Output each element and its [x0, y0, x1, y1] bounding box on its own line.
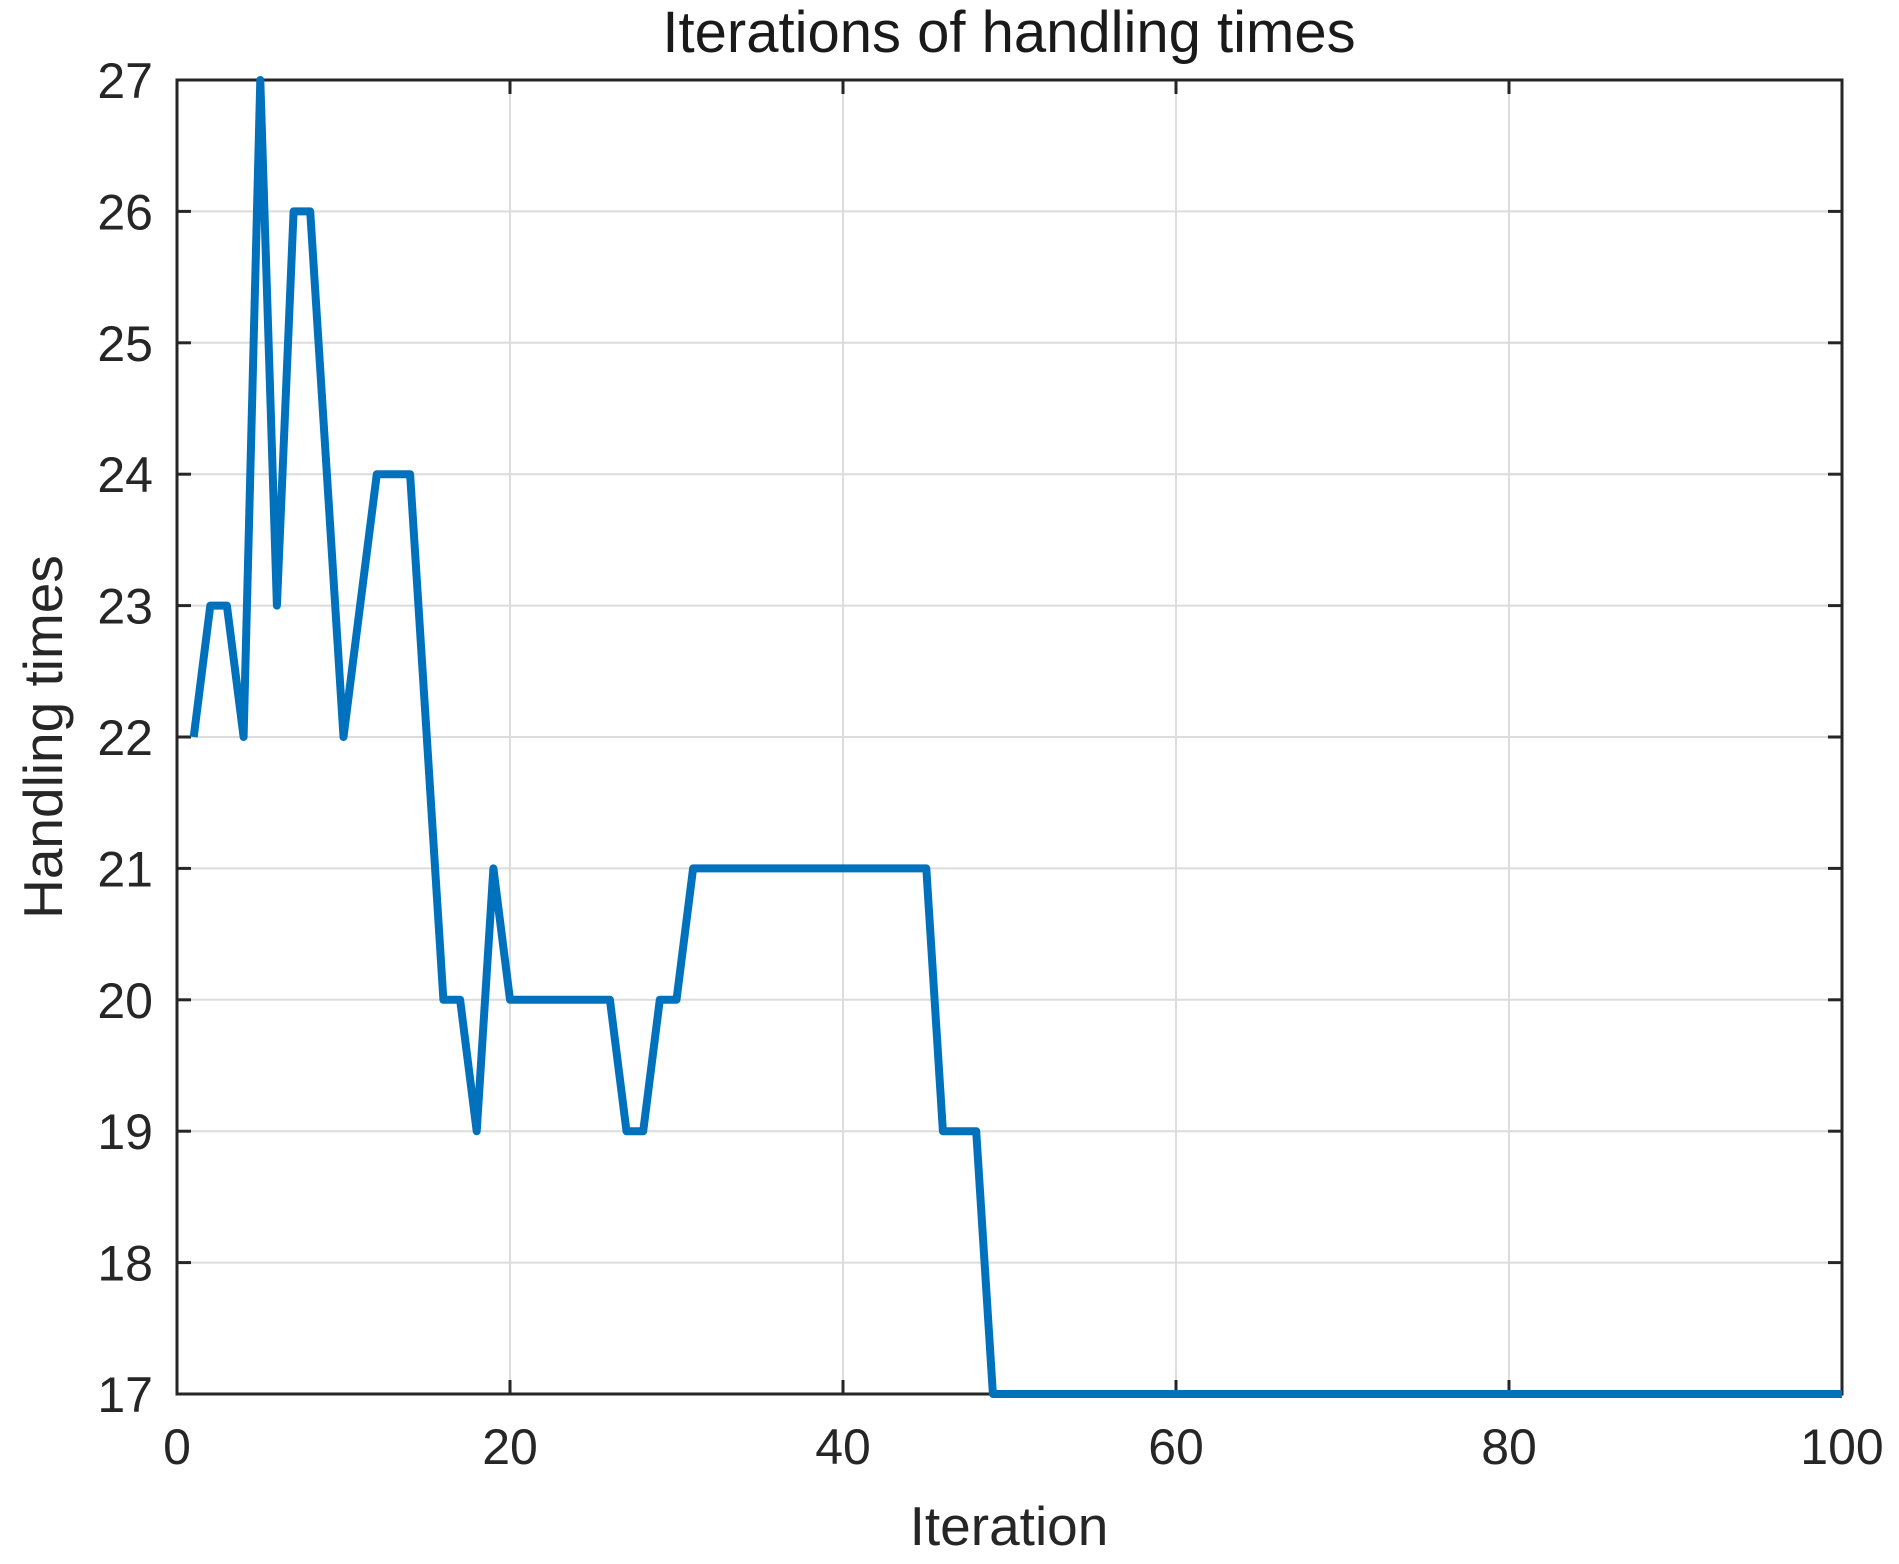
- x-tick-label-0: 0: [163, 1419, 191, 1475]
- x-tick-label-100: 100: [1800, 1419, 1883, 1475]
- grid-layer: [177, 80, 1842, 1394]
- y-tick-label-24: 24: [97, 447, 153, 503]
- y-tick-label-22: 22: [97, 710, 153, 766]
- y-axis-label: Handling times: [12, 555, 74, 919]
- y-tick-label-18: 18: [97, 1236, 153, 1292]
- x-tick-label-40: 40: [815, 1419, 871, 1475]
- chart-title: Iterations of handling times: [662, 0, 1355, 65]
- y-tick-label-17: 17: [97, 1367, 153, 1423]
- y-tick-label-26: 26: [97, 184, 153, 240]
- y-tick-label-20: 20: [97, 973, 153, 1029]
- y-tick-label-27: 27: [97, 53, 153, 109]
- y-tick-label-23: 23: [97, 579, 153, 635]
- series-layer: [189, 76, 1842, 1398]
- y-tick-label-21: 21: [97, 841, 153, 897]
- series-line-handling-times: [189, 76, 1842, 1398]
- y-tick-label-25: 25: [97, 316, 153, 372]
- axes-layer: 0 20 40 60 80 100 17 18 19 20 21 22 23 24 25 26 27: [97, 53, 1883, 1475]
- y-tick-label-19: 19: [97, 1104, 153, 1160]
- x-tick-label-20: 20: [482, 1419, 538, 1475]
- x-axis-label: Iteration: [910, 1495, 1109, 1557]
- x-tick-label-60: 60: [1148, 1419, 1204, 1475]
- x-tick-label-80: 80: [1481, 1419, 1537, 1475]
